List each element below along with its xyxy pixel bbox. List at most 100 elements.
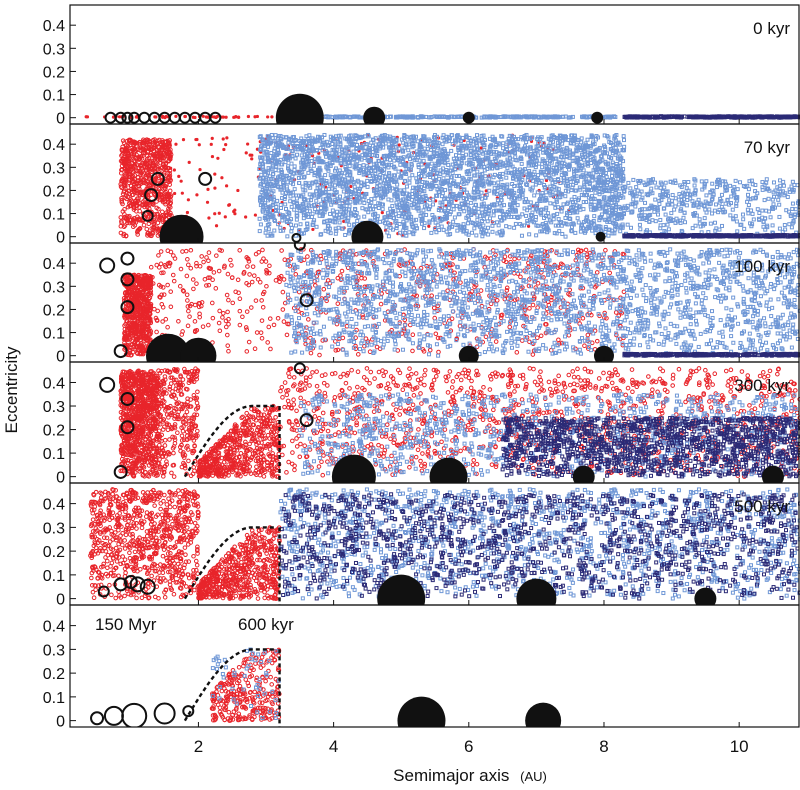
- data-point: [520, 171, 525, 176]
- data-point: [375, 154, 380, 159]
- data-point: [156, 175, 162, 180]
- data-point: [460, 225, 465, 230]
- data-point: [213, 212, 217, 216]
- data-point: [592, 186, 597, 191]
- data-point: [499, 203, 504, 208]
- data-point: [425, 184, 430, 189]
- data-point: [152, 177, 158, 183]
- data-point: [323, 207, 328, 212]
- data-point: [377, 146, 382, 151]
- data-point: [491, 151, 496, 156]
- data-point: [553, 223, 558, 228]
- data-point: [433, 139, 438, 144]
- data-point: [301, 197, 306, 202]
- data-point: [717, 114, 722, 119]
- data-point: [289, 161, 294, 166]
- data-point: [374, 163, 379, 168]
- data-point: [288, 199, 293, 204]
- data-point: [406, 148, 411, 153]
- data-point: [216, 156, 220, 160]
- data-point: [299, 160, 304, 165]
- data-point: [138, 172, 143, 177]
- data-point: [581, 200, 586, 205]
- data-point: [437, 205, 442, 210]
- data-point: [347, 160, 352, 165]
- data-point: [363, 207, 368, 212]
- data-point: [265, 222, 270, 227]
- data-point: [439, 194, 444, 199]
- data-point: [519, 233, 524, 238]
- data-point: [427, 224, 431, 228]
- data-point: [612, 114, 617, 119]
- data-point: [576, 157, 581, 162]
- data-point: [320, 135, 325, 140]
- data-point: [454, 223, 459, 228]
- data-point: [571, 221, 576, 226]
- data-point: [348, 133, 353, 138]
- data-point: [610, 160, 615, 165]
- data-point: [545, 230, 550, 235]
- data-point: [424, 203, 429, 208]
- data-point: [343, 232, 348, 237]
- data-point: [500, 134, 505, 139]
- data-point: [394, 224, 399, 229]
- data-point: [589, 194, 594, 199]
- data-point: [573, 168, 578, 173]
- data-point: [331, 136, 336, 141]
- data-point: [528, 200, 533, 205]
- data-point: [440, 148, 445, 153]
- data-point: [369, 179, 374, 184]
- data-point: [313, 171, 318, 176]
- data-point: [418, 143, 423, 148]
- data-point: [515, 203, 520, 208]
- data-point: [513, 207, 518, 212]
- data-point: [416, 171, 421, 176]
- data-point: [485, 157, 490, 162]
- embryo-open-circle: [121, 111, 134, 124]
- data-point: [555, 114, 560, 119]
- data-point: [140, 140, 145, 146]
- data-point: [461, 205, 466, 210]
- data-point: [312, 218, 317, 223]
- giant-planet: [363, 106, 386, 124]
- data-point: [154, 145, 158, 149]
- data-point: [289, 229, 294, 234]
- data-point: [277, 212, 282, 217]
- data-point: [150, 152, 156, 157]
- data-point: [783, 227, 788, 232]
- data-point: [772, 115, 777, 120]
- data-point: [318, 232, 323, 237]
- data-point: [146, 166, 152, 171]
- data-point: [125, 157, 131, 163]
- data-point: [255, 147, 260, 151]
- data-point: [499, 198, 504, 203]
- data-point: [495, 114, 500, 119]
- data-point: [481, 231, 486, 236]
- data-point: [563, 134, 568, 139]
- data-point: [447, 212, 452, 217]
- data-point: [259, 172, 264, 177]
- data-point: [292, 164, 297, 169]
- data-point: [148, 166, 154, 172]
- data-point: [181, 138, 186, 142]
- panel-time-label: 0 kyr: [753, 19, 790, 38]
- data-point: [472, 166, 477, 171]
- data-point: [120, 201, 125, 207]
- data-point: [271, 171, 276, 176]
- data-point: [590, 220, 595, 225]
- data-point: [541, 143, 546, 148]
- data-point: [410, 189, 415, 194]
- data-point: [569, 228, 574, 233]
- data-point: [539, 207, 544, 212]
- data-point: [343, 136, 348, 141]
- data-point: [517, 115, 522, 120]
- data-point: [409, 134, 414, 139]
- data-point: [530, 210, 535, 215]
- data-point: [578, 229, 583, 234]
- data-point: [169, 166, 173, 170]
- data-point: [291, 178, 296, 183]
- data-point: [579, 225, 584, 230]
- data-point: [501, 185, 506, 190]
- data-point: [480, 181, 485, 186]
